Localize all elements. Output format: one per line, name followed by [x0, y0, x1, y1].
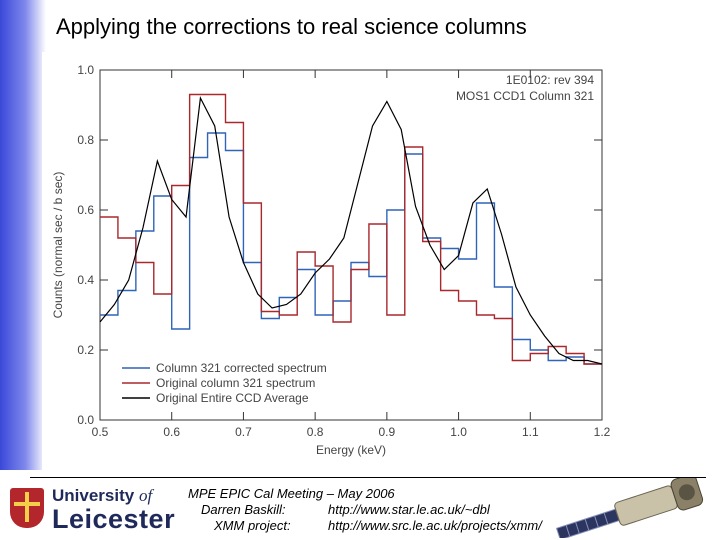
series-line-1 [100, 93, 602, 365]
chart-annotation: 1E0102: rev 394 [506, 73, 594, 87]
series-line-0 [100, 132, 602, 365]
spectrum-chart: 0.5 0.6 0.7 0.8 0.9 1.0 1.1 1.2 0.0 0.2 0.4 0.6 0.8 1… [51, 63, 611, 457]
x-tick-label: 0.7 [235, 425, 252, 439]
x-tick-label: 0.8 [307, 425, 324, 439]
slide-title: Applying the corrections to real science… [56, 14, 527, 39]
logo-leicester-text: Leicester [52, 504, 176, 534]
x-axis-label: Energy (keV) [316, 443, 386, 457]
chart-annotation: MOS1 CCD1 Column 321 [456, 89, 594, 103]
footer-divider [30, 477, 706, 478]
legend-entry: Original column 321 spectrum [156, 376, 315, 390]
series-line-2 [99, 95, 603, 365]
x-tick-label: 1.1 [522, 425, 539, 439]
logo-of-text: of [138, 486, 153, 505]
legend-entry: Original Entire CCD Average [156, 391, 309, 405]
project-label: XMM project: [214, 518, 291, 533]
y-axis-label: Counts (normal sec / b sec) [51, 172, 65, 319]
y-tick-label: 0.6 [77, 203, 94, 217]
y-tick-label: 0.2 [77, 343, 94, 357]
sidebar-gradient [0, 0, 46, 470]
satellite-icon [555, 478, 704, 538]
x-tick-label: 1.0 [450, 425, 467, 439]
plot-axes-box [99, 69, 603, 421]
author-label: Darren Baskill: [201, 502, 286, 517]
logo-university-text: University of [52, 486, 153, 505]
university-logo: University of Leicester [10, 486, 185, 534]
x-tick-label: 0.6 [163, 425, 180, 439]
y-tick-label: 0.8 [77, 133, 94, 147]
x-tick-label: 1.2 [594, 425, 611, 439]
x-tick-label: 0.9 [379, 425, 396, 439]
author-url[interactable]: http://www.star.le.ac.uk/~dbl [328, 502, 490, 517]
x-tick-label: 0.5 [92, 425, 109, 439]
y-tick-label: 0.4 [77, 273, 94, 287]
crest-icon [10, 488, 44, 528]
plot-frame: 0.5 0.6 0.7 0.8 0.9 1.0 1.1 1.2 0.0 0.2 0.4 0.6 0.8 1… [42, 52, 624, 474]
legend-entry: Column 321 corrected spectrum [156, 361, 327, 375]
y-tick-label: 1.0 [77, 63, 94, 77]
project-url[interactable]: http://www.src.le.ac.uk/projects/xmm/ [328, 518, 542, 533]
footer-info: MPE EPIC Cal Meeting – May 2006 Darren B… [188, 486, 558, 534]
y-tick-label: 0.0 [77, 413, 94, 427]
meeting-text: MPE EPIC Cal Meeting – May 2006 [188, 486, 395, 501]
